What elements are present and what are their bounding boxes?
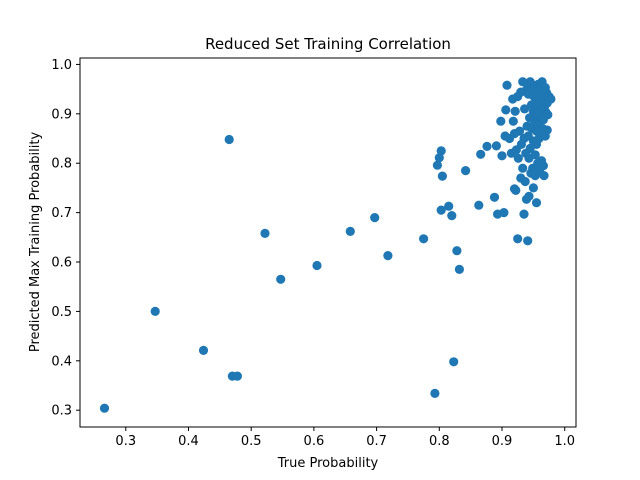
data-point [432, 160, 442, 170]
data-point [502, 80, 512, 90]
data-point [99, 403, 110, 413]
data-point [276, 274, 286, 284]
data-point [543, 110, 553, 120]
data-point [312, 260, 322, 271]
data-point [436, 146, 446, 156]
plot-frame [79, 57, 577, 428]
data-point [523, 236, 533, 246]
data-point [528, 183, 539, 193]
data-point [224, 134, 234, 145]
y-tick-label: 0.7 [51, 206, 72, 221]
data-point [520, 176, 530, 187]
y-axis-label: Predicted Max Training Probability [28, 132, 43, 353]
data-point [370, 213, 380, 223]
data-point [198, 345, 209, 355]
data-point [538, 161, 549, 171]
data-point [524, 191, 534, 201]
y-tick-label: 0.4 [51, 354, 72, 369]
y-tick-label: 0.8 [51, 157, 72, 172]
y-tick-label: 0.9 [51, 107, 72, 122]
data-point [232, 371, 242, 381]
x-tick-label: 0.6 [304, 434, 325, 449]
y-tick-label: 1.0 [51, 58, 72, 73]
chart-title: Reduced Set Training Correlation [205, 35, 451, 53]
x-tick-label: 0.7 [366, 434, 387, 449]
data-point [508, 116, 518, 126]
data-point [497, 151, 507, 161]
y-axis: 0.3 0.4 0.5 0.6 0.7 0.8 0.9 1.0 [51, 58, 80, 419]
x-axis: 0.3 0.4 0.5 0.6 0.7 0.8 0.9 1.0 [115, 427, 575, 449]
data-point [496, 116, 506, 126]
data-point [345, 226, 355, 236]
data-point [461, 166, 471, 176]
data-point [430, 388, 440, 398]
data-point [531, 198, 542, 208]
data-point [454, 264, 464, 274]
data-point [501, 105, 511, 115]
data-point [383, 251, 393, 261]
data-point [519, 209, 529, 219]
x-tick-label: 0.5 [241, 434, 262, 449]
x-tick-label: 0.4 [178, 434, 199, 449]
x-tick-label: 0.8 [429, 434, 450, 449]
y-tick-label: 0.3 [51, 404, 72, 419]
data-point [511, 185, 521, 195]
data-point [491, 141, 501, 151]
data-point [476, 149, 486, 159]
data-point [515, 126, 525, 136]
data-point [542, 125, 552, 135]
data-point [546, 94, 556, 104]
data-point [520, 104, 530, 114]
data-point [452, 246, 462, 256]
x-axis-label: True Probability [277, 456, 379, 471]
data-point [474, 200, 484, 210]
y-tick-label: 0.6 [51, 256, 72, 271]
data-point [260, 228, 270, 238]
x-tick-label: 0.3 [115, 434, 136, 449]
data-point [539, 171, 549, 181]
data-point [510, 106, 520, 116]
data-point [513, 153, 523, 163]
y-tick-label: 0.5 [51, 305, 72, 320]
data-point [419, 234, 429, 244]
data-point [518, 163, 528, 173]
data-point [437, 171, 447, 181]
data-point [482, 141, 492, 151]
data-point [436, 205, 446, 215]
data-point [489, 192, 500, 202]
x-tick-label: 0.9 [492, 434, 513, 449]
data-point [499, 208, 509, 218]
data-point [513, 234, 523, 244]
data-point [444, 201, 454, 211]
data-point [530, 150, 540, 160]
data-point [434, 153, 444, 163]
data-point [150, 306, 160, 316]
data-point [447, 211, 457, 221]
points-layer [99, 77, 556, 413]
x-tick-label: 1.0 [554, 434, 575, 449]
data-point [449, 357, 459, 367]
